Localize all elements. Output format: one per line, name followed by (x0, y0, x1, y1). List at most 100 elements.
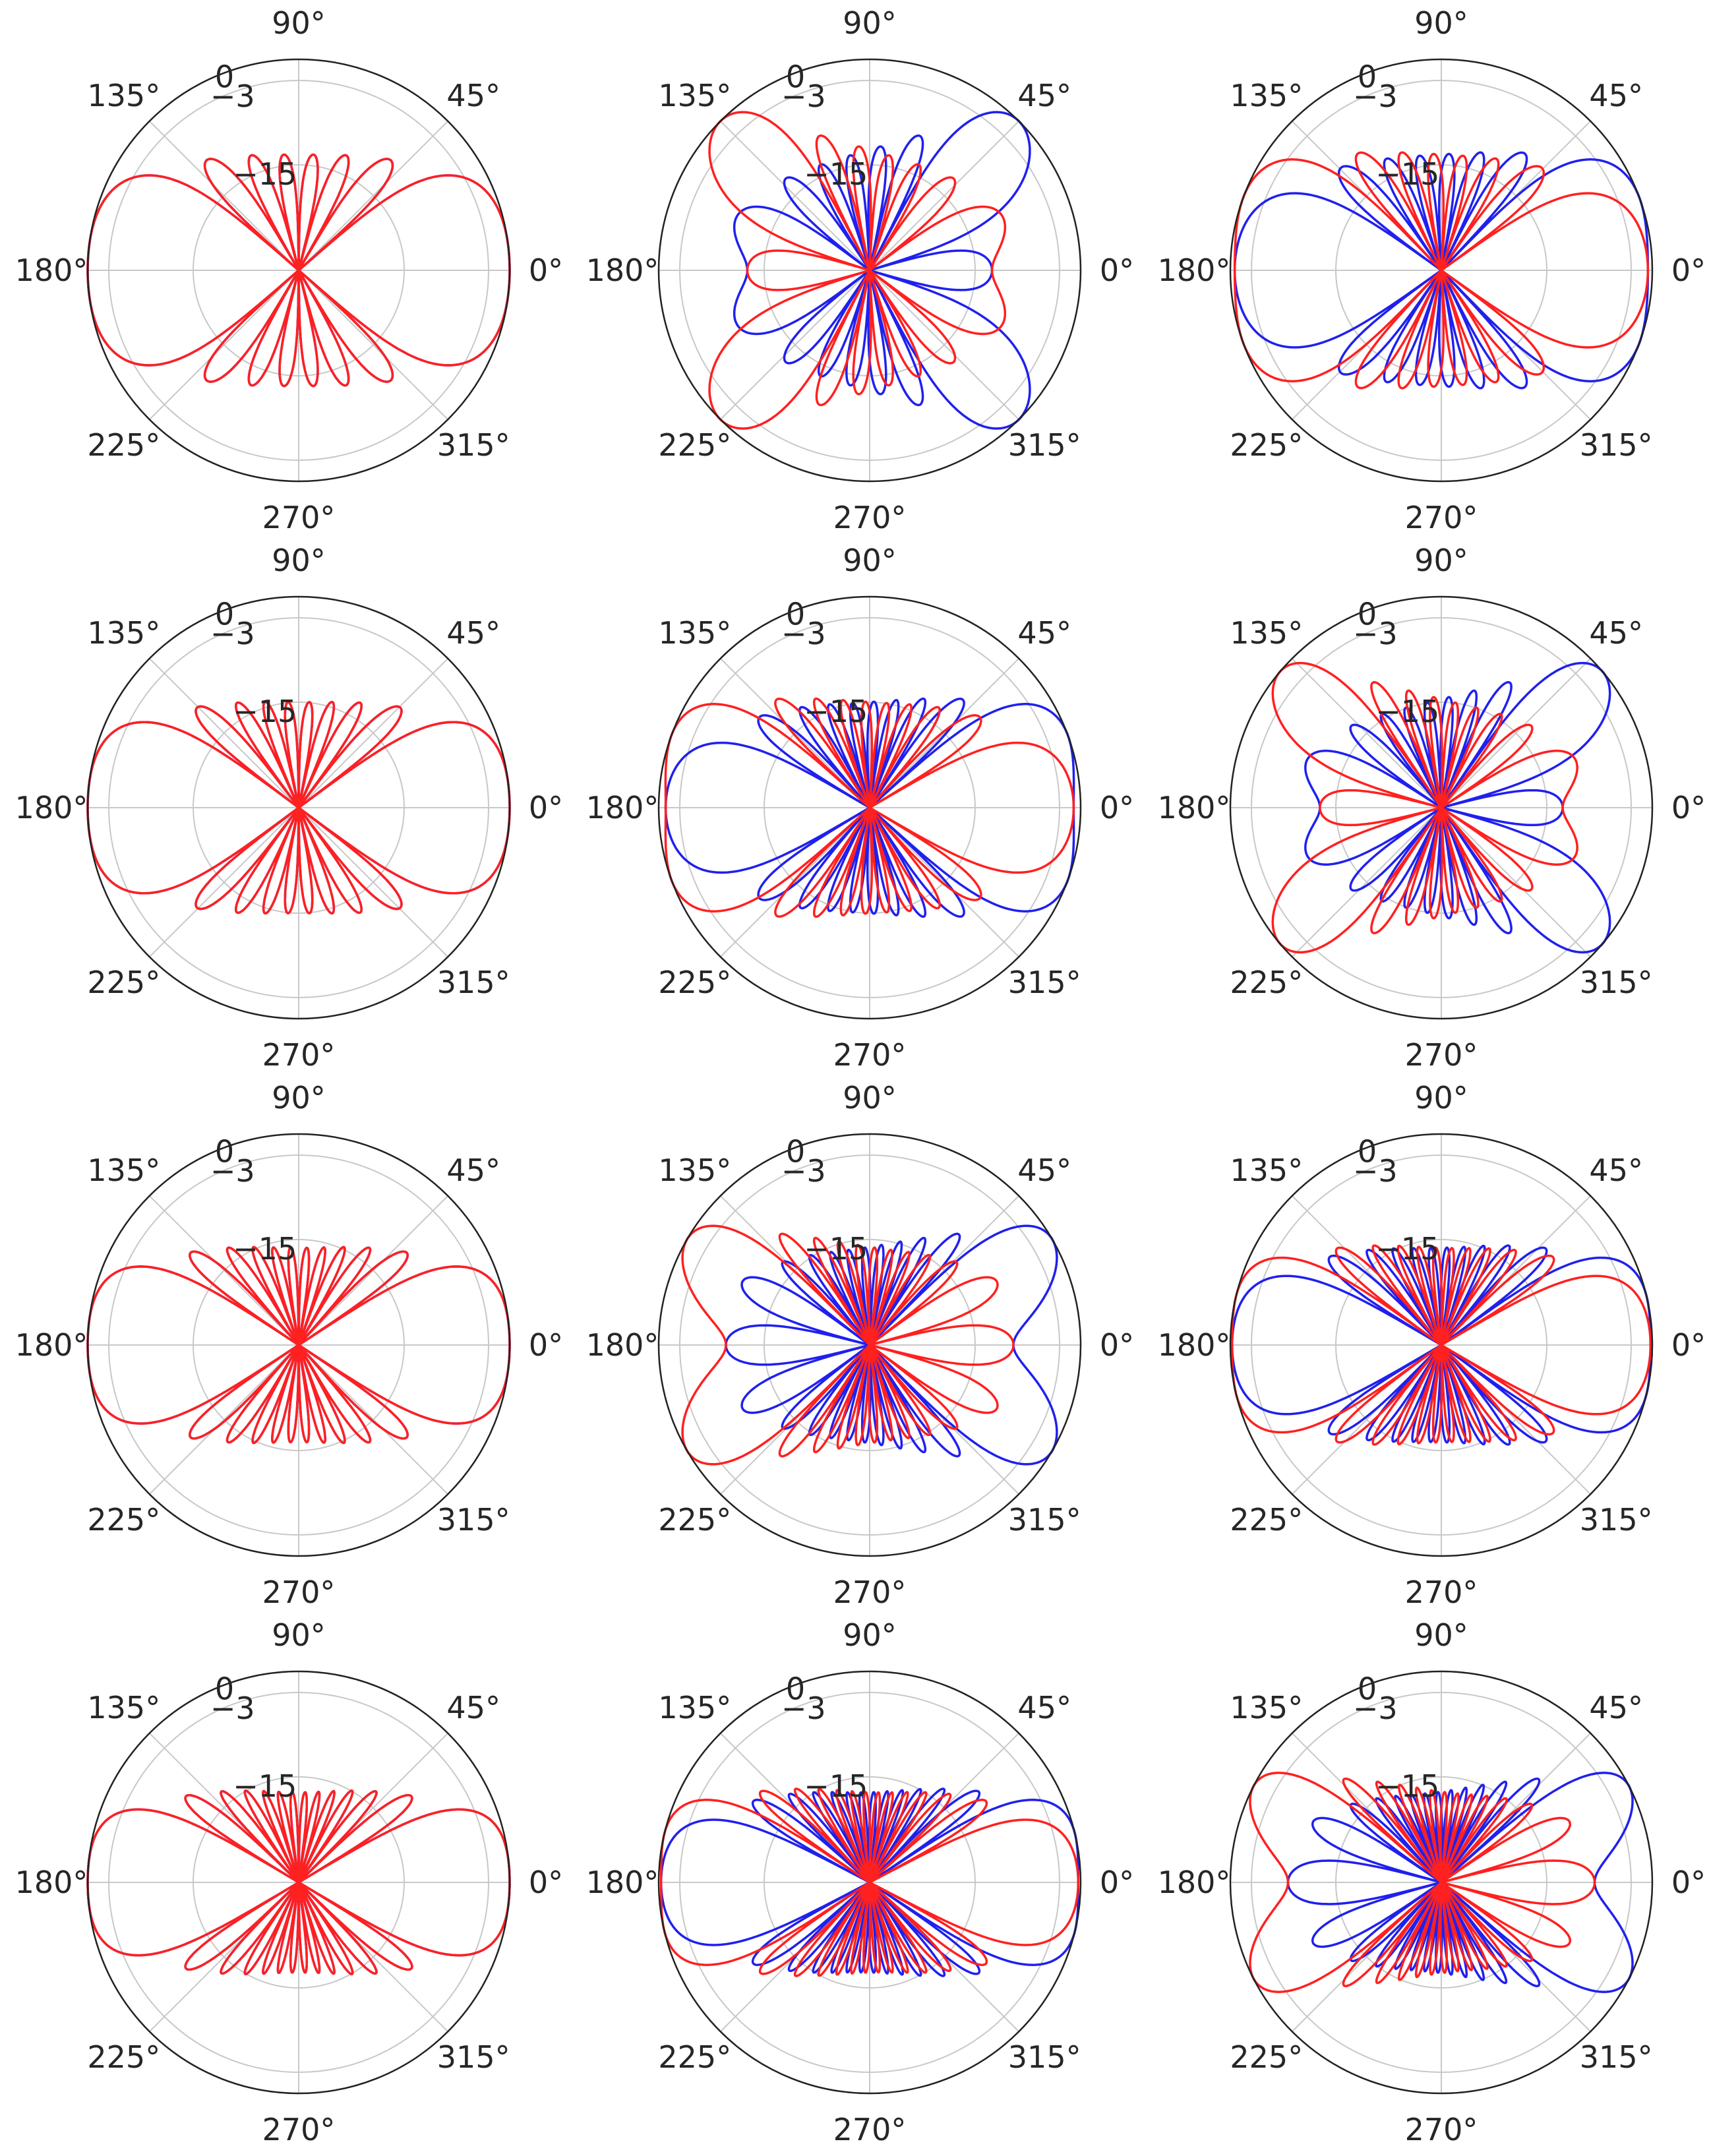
angle-tick-label: 225° (658, 1502, 731, 1538)
radial-tick-label: −15 (1375, 156, 1439, 192)
angle-tick-label: 90° (843, 1080, 897, 1116)
angle-tick-label: 180° (1158, 1865, 1231, 1900)
radial-tick-label: −15 (1375, 1231, 1439, 1267)
angle-tick-label: 90° (1414, 543, 1468, 578)
radial-tick-label: −3 (1353, 616, 1398, 651)
angle-tick-label: 180° (15, 253, 88, 288)
angle-tick-label: 0° (529, 1327, 563, 1363)
angle-tick-label: 45° (1589, 615, 1643, 651)
red-pattern-line (664, 697, 1075, 918)
angular-grid-line (148, 1344, 299, 1495)
angular-grid-line (298, 120, 449, 271)
angle-tick-label: 270° (262, 2112, 336, 2147)
angular-grid-line (1291, 807, 1442, 958)
angle-tick-label: 180° (15, 790, 88, 825)
angular-grid-line (298, 657, 449, 808)
angle-tick-label: 315° (1580, 427, 1653, 463)
angle-tick-label: 315° (437, 427, 510, 463)
polar-panel-4: 0° 45° 90° 135° 180° 225° 270° 315° 0−3 −15 (15, 543, 564, 1073)
polar-frame (86, 1133, 511, 1557)
polar-frame (86, 1670, 511, 2095)
radial-tick-label: 0 (215, 1671, 234, 1706)
angle-tick-label: 270° (1405, 1037, 1478, 1073)
angle-tick-label: 45° (1589, 1690, 1643, 1725)
polar-frame (657, 1670, 1082, 2095)
angle-tick-label: 180° (15, 1865, 88, 1900)
angle-tick-label: 135° (1230, 1690, 1303, 1725)
angular-grid-line (719, 657, 870, 808)
radial-tick-label: −3 (781, 1153, 826, 1189)
red-pattern-line (1271, 661, 1578, 954)
angle-tick-label: 315° (1008, 1502, 1081, 1538)
angle-tick-label: 135° (1230, 615, 1303, 651)
angle-tick-label: 180° (586, 1327, 659, 1363)
red-pattern-line (1230, 1244, 1652, 1446)
angular-grid-line (869, 657, 1020, 808)
angular-grid-line (719, 270, 870, 421)
radial-tick-label: 0 (786, 1671, 805, 1706)
polar-frame (657, 1133, 1082, 1557)
angle-tick-label: 315° (1580, 2039, 1653, 2075)
angle-tick-label: 45° (446, 1153, 500, 1188)
radial-tick-label: −15 (233, 1768, 297, 1804)
angle-tick-label: 315° (1008, 427, 1081, 463)
angle-tick-label: 90° (843, 1617, 897, 1653)
angle-tick-label: 180° (1158, 790, 1231, 825)
angle-tick-label: 0° (1671, 1865, 1706, 1900)
angle-tick-label: 315° (1008, 965, 1081, 1000)
angle-tick-label: 135° (1230, 78, 1303, 113)
angle-tick-label: 225° (658, 427, 731, 463)
radial-tick-label: −15 (804, 156, 868, 192)
angle-tick-label: 0° (1100, 790, 1134, 825)
radial-tick-label: −3 (781, 78, 826, 114)
angle-tick-label: 0° (1100, 1327, 1134, 1363)
angle-tick-label: 45° (1017, 1690, 1071, 1725)
angle-tick-label: 180° (15, 1327, 88, 1363)
angular-grid-line (148, 270, 299, 421)
angle-tick-label: 45° (446, 615, 500, 651)
angular-grid-line (1441, 657, 1592, 808)
angle-tick-label: 180° (1158, 253, 1231, 288)
angle-tick-label: 90° (272, 543, 326, 578)
angle-tick-label: 90° (272, 1617, 326, 1653)
angle-tick-label: 90° (1414, 1080, 1468, 1116)
angular-grid-line (869, 270, 1020, 421)
red-pattern-line (1233, 151, 1650, 390)
angular-grid-line (1291, 657, 1442, 808)
radial-tick-label: 0 (215, 1133, 234, 1169)
angle-tick-label: 0° (529, 790, 563, 825)
angle-tick-label: 45° (1017, 78, 1071, 113)
angular-grid-line (148, 1195, 299, 1346)
radial-tick-label: 0 (215, 59, 234, 94)
angle-tick-label: 45° (446, 1690, 500, 1725)
polar-panel-2: 0° 45° 90° 135° 180° 225° 270° 315° 0−3 −15 (586, 5, 1135, 535)
radial-tick-label: −3 (210, 78, 255, 114)
red-pattern-line (659, 1787, 1080, 1977)
polar-frame (86, 58, 511, 483)
radial-tick-label: −15 (804, 1768, 868, 1804)
radial-tick-label: 0 (1358, 596, 1377, 632)
radial-tick-label: −15 (233, 156, 297, 192)
radial-tick-label: −3 (210, 1153, 255, 1189)
angular-grid-line (719, 807, 870, 958)
angle-tick-label: 270° (1405, 1574, 1478, 1610)
angle-tick-label: 135° (658, 615, 731, 651)
angle-tick-label: 270° (262, 1037, 336, 1073)
angular-grid-line (1441, 807, 1592, 958)
angular-grid-line (298, 1195, 449, 1346)
angle-tick-label: 0° (1671, 790, 1706, 825)
radial-tick-label: −3 (210, 1691, 255, 1726)
radial-tick-label: −15 (804, 1231, 868, 1267)
angular-grid-line (148, 120, 299, 271)
angle-tick-label: 45° (1017, 1153, 1071, 1188)
angle-tick-label: 315° (437, 2039, 510, 2075)
radial-tick-label: 0 (1358, 59, 1377, 94)
angle-tick-label: 225° (87, 427, 160, 463)
polar-frame (1229, 58, 1654, 483)
polar-frame (1229, 595, 1654, 1020)
polar-frame (1229, 1133, 1654, 1557)
angle-tick-label: 135° (658, 78, 731, 113)
angle-tick-label: 135° (87, 615, 160, 651)
polar-panel-8: 0° 45° 90° 135° 180° 225° 270° 315° 0−3 −15 (586, 1080, 1135, 1610)
angle-tick-label: 45° (1017, 615, 1071, 651)
